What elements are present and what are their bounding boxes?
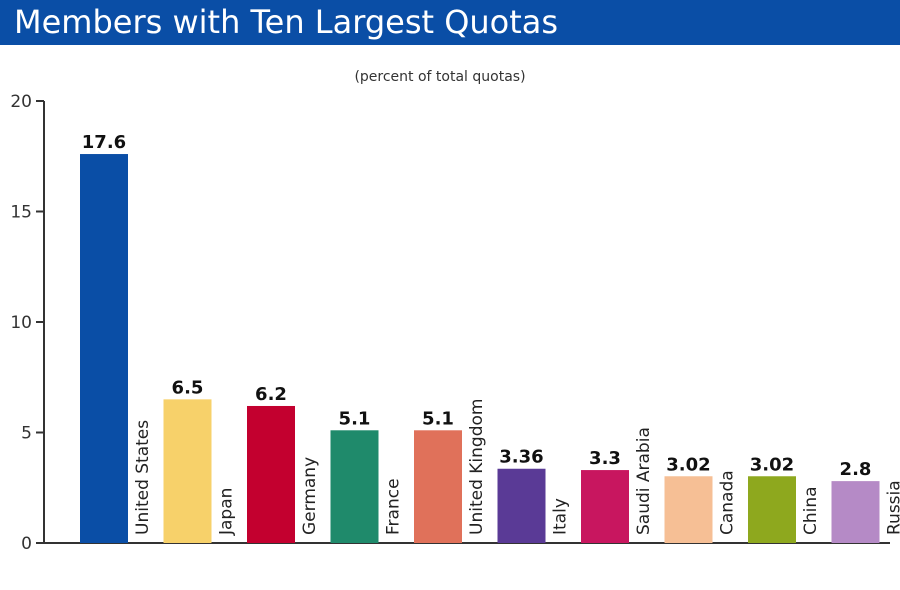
data-label: 6.2 (255, 384, 287, 405)
category-label: Germany (300, 457, 320, 535)
y-tick-label: 5 (21, 424, 32, 444)
data-label: 3.02 (750, 454, 794, 475)
data-label: 3.02 (666, 454, 710, 475)
bar (163, 399, 212, 543)
data-label: 2.8 (840, 459, 872, 480)
bar (581, 470, 629, 543)
data-label: 5.1 (422, 408, 454, 429)
bar (748, 476, 796, 543)
category-label: Japan (217, 488, 237, 536)
chart-subtitle: (percent of total quotas) (354, 69, 525, 85)
category-label: United Kingdom (467, 399, 487, 535)
labels: 17.6 United States 6.5 Japan 6.2 Germany 5.1 Fr… (82, 132, 900, 536)
category-label: Canada (718, 470, 738, 535)
category-label: United States (133, 420, 153, 535)
bar (80, 154, 128, 544)
bar (497, 468, 546, 543)
y-tick-label: 15 (10, 203, 32, 223)
bar (414, 430, 462, 543)
title-bar: Members with Ten Largest Quotas (0, 0, 900, 45)
y-tick-label: 0 (21, 534, 32, 554)
category-label: China (801, 486, 821, 535)
bar (247, 405, 295, 543)
data-label: 3.36 (499, 447, 543, 468)
bar (330, 430, 379, 543)
data-label: 6.5 (172, 377, 204, 398)
bars (80, 154, 880, 544)
data-label: 5.1 (339, 408, 371, 429)
y-tick-label: 20 (10, 92, 32, 112)
category-label: France (384, 478, 404, 535)
category-label: Russia (885, 480, 900, 535)
y-tick-label: 10 (10, 313, 32, 333)
data-label: 17.6 (82, 132, 126, 153)
bar (664, 476, 713, 543)
data-label: 3.3 (589, 448, 621, 469)
category-label: Saudi Arabia (634, 427, 654, 535)
category-label: Italy (551, 498, 571, 535)
bar (831, 481, 880, 543)
chart-title: Members with Ten Largest Quotas (14, 3, 559, 41)
